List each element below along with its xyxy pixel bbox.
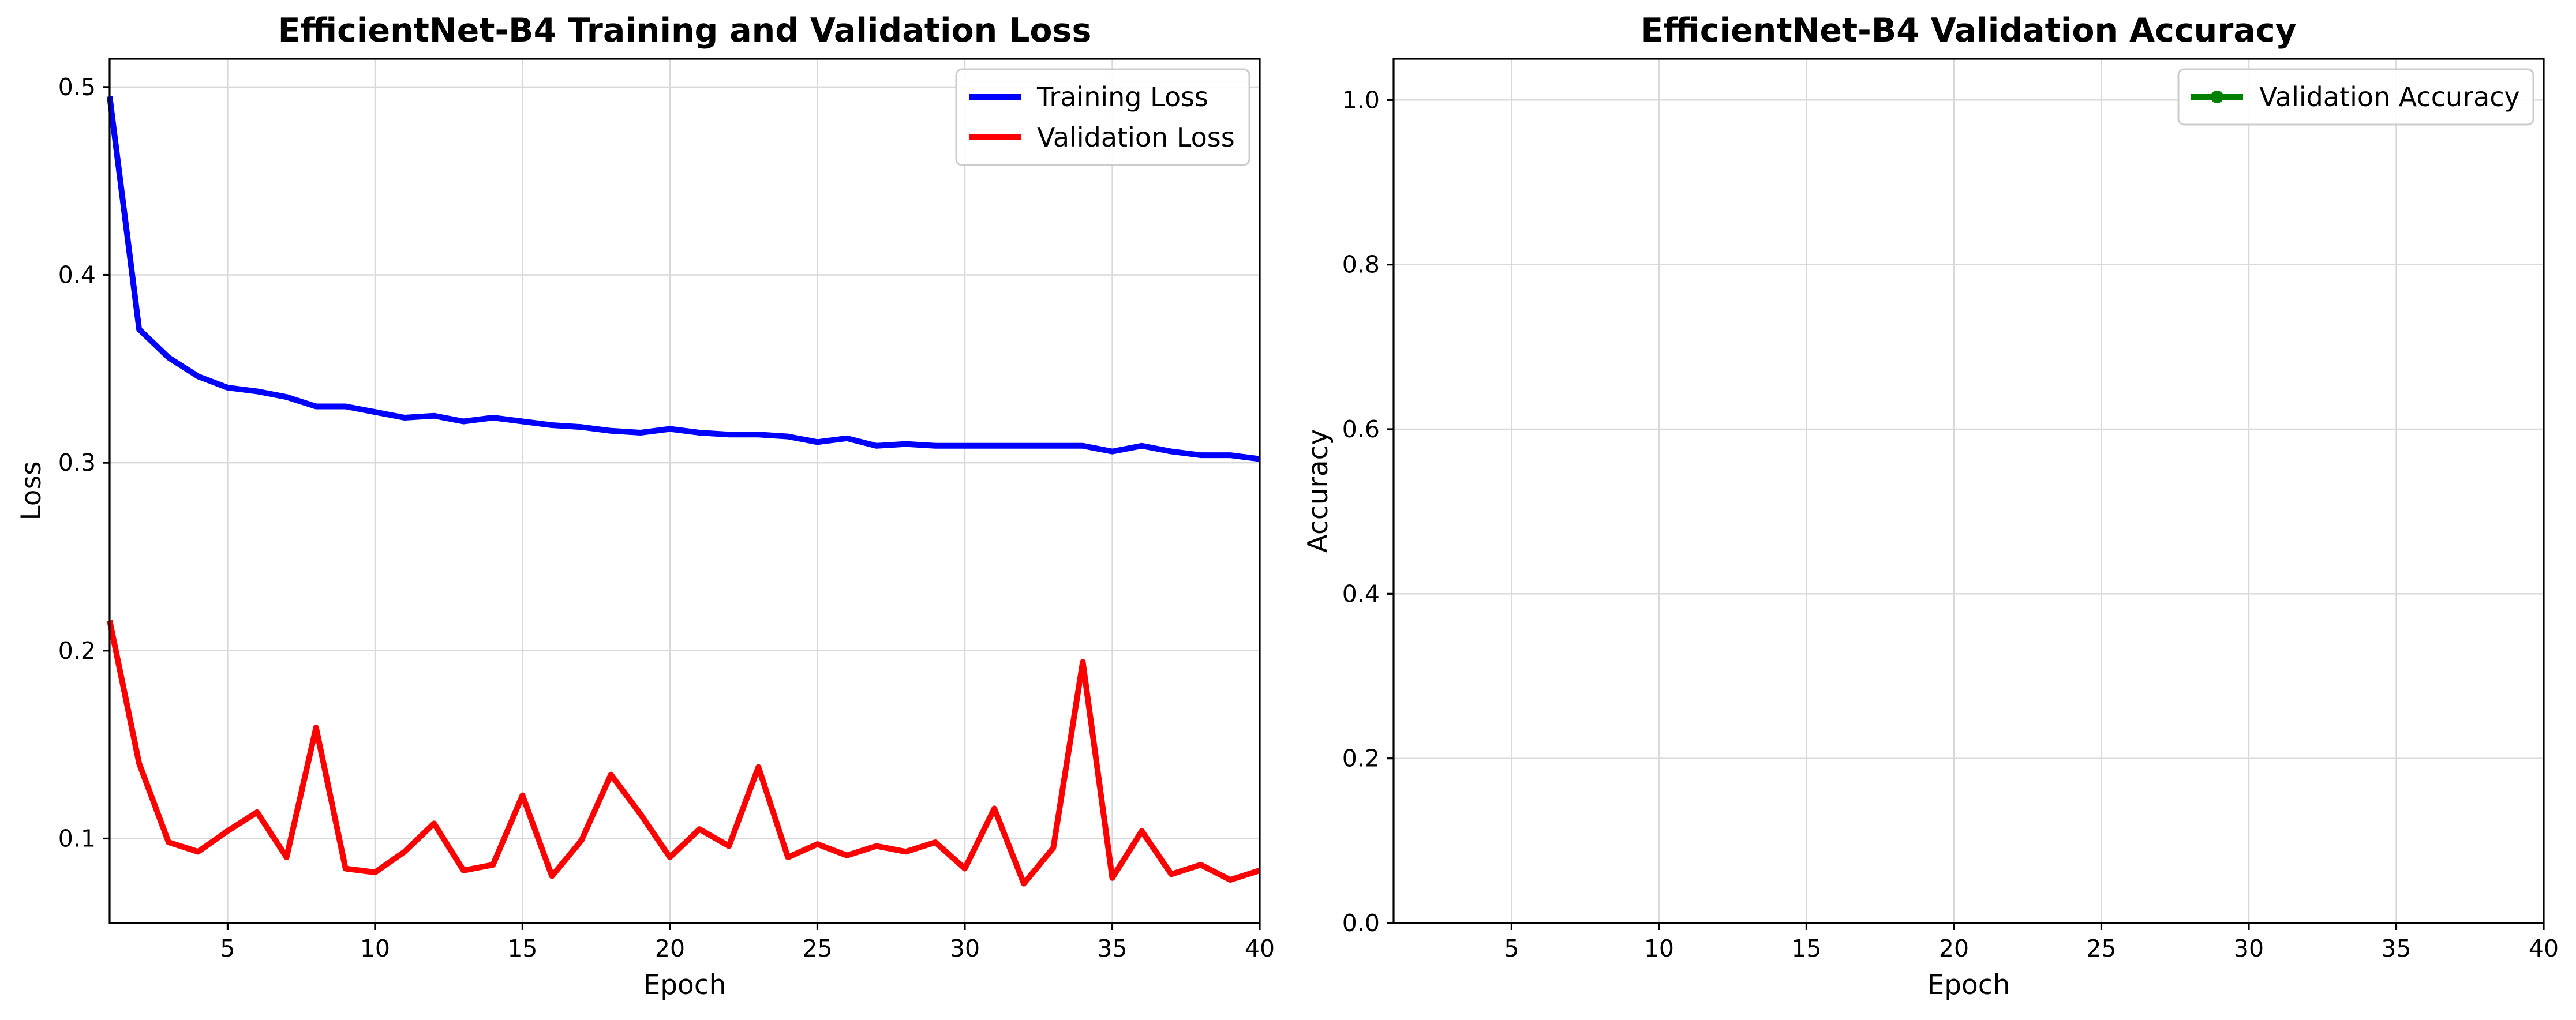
x-tick-label: 40 [2529, 935, 2559, 962]
x-tick-label: 10 [360, 935, 390, 962]
y-tick-label: 1.0 [1342, 86, 1380, 114]
legend-box [2177, 68, 2534, 126]
axes-frame [1392, 58, 2545, 924]
x-tick-label: 10 [1644, 935, 1674, 962]
x-tick-label: 5 [1504, 935, 1519, 962]
x-axis-label: Epoch [643, 969, 727, 1001]
y-tick-label: 0.1 [58, 824, 96, 852]
chart-accuracy: 5 10 15 20 25 30 35 40 0.0 0.2 0.4 0.6 0.8 1.0 Efficie… [1302, 12, 2559, 1001]
legend-marker [2211, 91, 2223, 103]
y-tick-label: 0.3 [58, 449, 96, 477]
x-tick-label: 35 [1097, 935, 1127, 962]
legend-label: Validation Loss [1037, 122, 1235, 153]
x-tick-label: 15 [1791, 935, 1821, 962]
y-tick-label: 0.8 [1342, 251, 1380, 279]
x-tick-label: 25 [802, 935, 832, 962]
legend-label: Training Loss [1036, 81, 1208, 112]
x-tick-label: 25 [2086, 935, 2116, 962]
x-tick-label: 40 [1245, 935, 1275, 962]
chart-loss: 5 10 15 20 25 30 35 40 0.1 0.2 0.3 0.4 0.5 EfficientN… [16, 12, 1275, 1001]
legend-box [955, 68, 1250, 166]
x-tick-label: 30 [950, 935, 980, 962]
y-tick-label: 0.4 [58, 261, 96, 289]
y-axis-label: Loss [16, 461, 47, 520]
y-tick-label: 0.0 [1342, 909, 1380, 937]
x-tick-label: 30 [2234, 935, 2264, 962]
x-axis-label: Epoch [1927, 969, 2010, 1001]
legend: Training Loss Validation Loss [955, 68, 1250, 166]
chart-title: EfficientNet-B4 Validation Accuracy [1641, 12, 2297, 50]
y-tick-label: 0.5 [58, 73, 96, 101]
x-tick-label: 20 [655, 935, 685, 962]
grid-lines [1394, 59, 2545, 924]
x-tick-label: 15 [507, 935, 537, 962]
y-tick-label: 0.6 [1342, 415, 1380, 443]
x-tick-label: 5 [220, 935, 235, 962]
x-tick-label: 20 [1939, 935, 1969, 962]
series-line-training-loss [107, 96, 1260, 462]
chart-title: EfficientNet-B4 Training and Validation … [278, 12, 1092, 50]
grid-lines [110, 59, 1261, 923]
legend: Validation Accuracy [2177, 68, 2534, 126]
x-tick-label: 35 [2381, 935, 2411, 962]
legend-label: Validation Accuracy [2259, 81, 2520, 112]
y-tick-label: 0.4 [1342, 580, 1380, 608]
axes-frame [108, 58, 1261, 924]
series-line-validation-loss [107, 620, 1261, 887]
y-axis-label: Accuracy [1302, 429, 1334, 553]
y-tick-label: 0.2 [58, 637, 96, 665]
y-tick-label: 0.2 [1342, 745, 1380, 772]
